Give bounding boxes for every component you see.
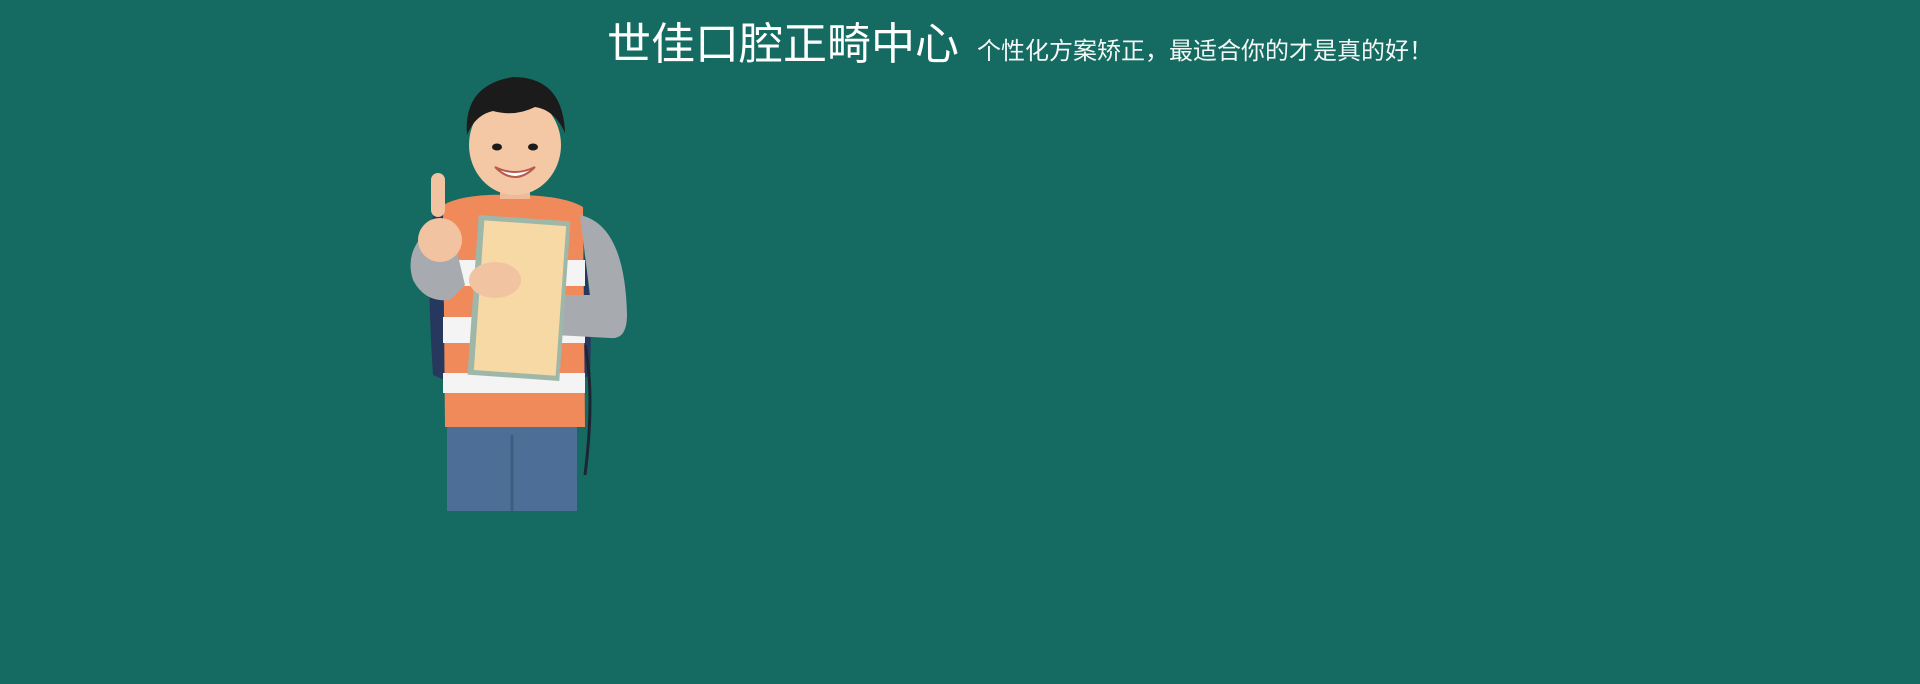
clinic-slogan: 个性化方案矫正，最适合你的才是真的好！ — [977, 37, 1433, 65]
boy-thumbs-up-icon — [410, 77, 627, 511]
clinic-title: 世佳口腔正畸中心 — [607, 19, 959, 70]
banner-headline: 世佳口腔正畸中心 个性化方案矫正，最适合你的才是真的好！ — [607, 8, 1433, 72]
